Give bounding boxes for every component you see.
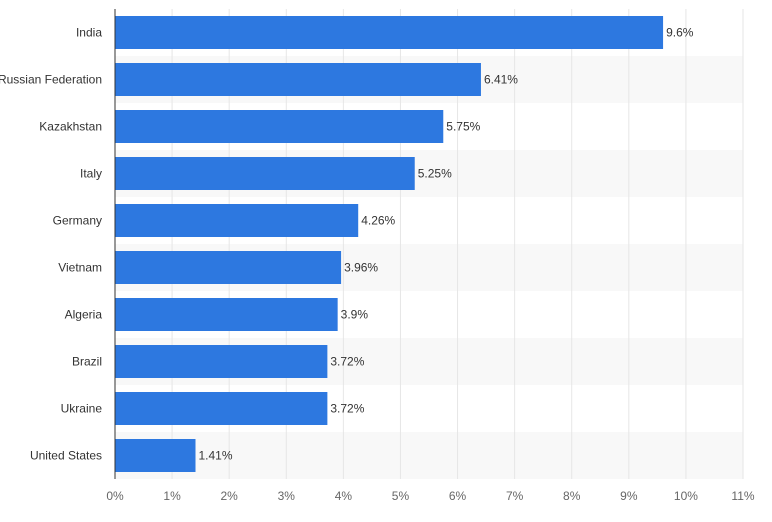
bar bbox=[115, 63, 481, 96]
x-tick-label: 9% bbox=[620, 489, 638, 503]
value-label: 6.41% bbox=[484, 73, 518, 87]
x-tick-label: 8% bbox=[563, 489, 581, 503]
x-tick-label: 0% bbox=[106, 489, 124, 503]
bars bbox=[115, 16, 664, 472]
x-tick-label: 1% bbox=[163, 489, 181, 503]
x-tick-label: 2% bbox=[221, 489, 239, 503]
category-label: Italy bbox=[80, 167, 102, 181]
value-label: 3.96% bbox=[344, 261, 378, 275]
value-labels: 9.6% 6.41% 5.75% 5.25% 4.26% 3.96% 3.9% 3.72% 3.… bbox=[198, 26, 693, 463]
category-label: India bbox=[76, 26, 102, 40]
bar bbox=[115, 16, 664, 49]
bar bbox=[115, 345, 328, 378]
bar bbox=[115, 157, 415, 190]
value-label: 1.41% bbox=[198, 449, 232, 463]
category-label: Brazil bbox=[72, 355, 102, 369]
value-label: 4.26% bbox=[361, 214, 395, 228]
bar bbox=[115, 110, 444, 143]
x-tick-label: 6% bbox=[449, 489, 467, 503]
value-label: 3.9% bbox=[341, 308, 369, 322]
x-tick-label: 3% bbox=[278, 489, 296, 503]
bar bbox=[115, 251, 342, 284]
category-label: Algeria bbox=[65, 308, 103, 322]
x-tick-label: 7% bbox=[506, 489, 524, 503]
category-labels: India Russian Federation Kazakhstan Italy Ge… bbox=[0, 26, 102, 463]
value-label: 3.72% bbox=[330, 402, 364, 416]
bar bbox=[115, 298, 338, 331]
category-label: Russian Federation bbox=[0, 73, 102, 87]
category-label: Vietnam bbox=[58, 261, 102, 275]
row-band bbox=[115, 432, 743, 479]
x-tick-label: 4% bbox=[335, 489, 353, 503]
x-tick-label: 11% bbox=[731, 489, 754, 503]
x-tick-labels: 0% 1% 2% 3% 4% 5% 6% 7% 8% 9% 10% 11% bbox=[106, 489, 755, 503]
row-bands bbox=[115, 56, 743, 479]
bar bbox=[115, 439, 196, 472]
value-label: 5.25% bbox=[418, 167, 452, 181]
bar bbox=[115, 392, 328, 425]
bar bbox=[115, 204, 359, 237]
category-label: Germany bbox=[53, 214, 102, 228]
x-tick-label: 10% bbox=[674, 489, 698, 503]
value-label: 3.72% bbox=[330, 355, 364, 369]
value-label: 5.75% bbox=[446, 120, 480, 134]
x-tick-label: 5% bbox=[392, 489, 410, 503]
value-label: 9.6% bbox=[666, 26, 694, 40]
category-label: Ukraine bbox=[61, 402, 103, 416]
category-label: Kazakhstan bbox=[39, 120, 102, 134]
category-label: United States bbox=[30, 449, 102, 463]
